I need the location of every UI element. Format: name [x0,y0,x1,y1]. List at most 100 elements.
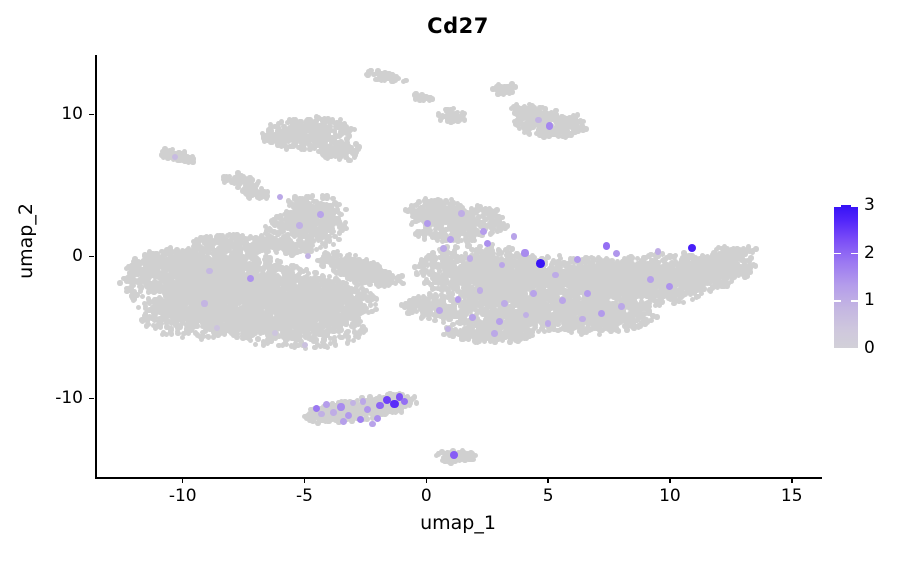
scatter-point-background [321,220,327,227]
scatter-point-background [337,282,343,288]
scatter-point-background [324,234,330,240]
scatter-point-background [199,286,205,292]
scatter-point-background [208,320,214,326]
scatter-point-background [281,265,287,272]
scatter-point-background [189,274,196,280]
scatter-point-background [162,270,168,277]
scatter-point-background [146,263,152,269]
x-axis-spine [95,477,822,479]
scatter-point-background [127,284,134,290]
scatter-point-background [153,296,159,303]
scatter-point-background [324,193,330,199]
scatter-point-background [139,293,146,300]
scatter-point-background [203,293,209,300]
scatter-point-background [239,278,245,285]
scatter-point-background [319,280,325,287]
scatter-point-background [278,308,285,314]
scatter-point-background [331,299,338,305]
scatter-point-background [160,329,166,335]
scatter-point-background [333,260,340,266]
scatter-point-background [244,300,250,306]
scatter-point-background [211,294,217,300]
scatter-point-background [200,271,206,277]
scatter-point-background [195,275,201,281]
scatter-point-background [337,303,343,309]
scatter-point-background [276,342,282,348]
scatter-point-background [347,303,353,310]
scatter-point-background [187,320,193,326]
scatter-point-background [134,292,140,298]
scatter-point-background [332,233,338,240]
plot-area [95,55,821,478]
scatter-point-background [317,320,324,326]
scatter-point-background [232,278,238,284]
scatter-point-background [261,340,268,346]
scatter-point-background [199,260,205,267]
scatter-point-background [212,304,218,310]
scatter-point-background [362,327,368,333]
scatter-point-background [240,264,246,270]
scatter-point-background [243,334,249,340]
y-axis-spine [95,55,97,479]
scatter-point-background [361,303,367,309]
scatter-point-background [286,280,292,286]
scatter-point-background [157,297,164,303]
scatter-point-background [145,296,152,302]
scatter-point-background [321,304,328,310]
scatter-point-background [268,338,274,345]
scatter-point-background [292,318,299,324]
scatter-point-background [316,295,323,301]
scatter-point-background [177,316,184,322]
scatter-point-background [322,343,328,349]
scatter-point-background [188,280,194,286]
scatter-point-background [145,314,151,321]
scatter-point-background [156,285,162,292]
scatter-point-background [192,285,198,292]
scatter-point-background [324,330,330,336]
scatter-point-background [306,335,312,342]
scatter-point-background [299,317,306,323]
scatter-point-background [342,294,348,301]
scatter-point-background [290,262,297,269]
scatter-point-background [221,312,228,318]
scatter-point-background [307,322,313,328]
scatter-point-background [271,283,277,289]
scatter-point-background [323,295,329,302]
scatter-point-background [300,284,306,290]
scatter-canvas [95,55,821,478]
scatter-point-background [183,306,190,312]
scatter-point-background [332,200,338,206]
scatter-point-background [305,270,311,277]
scatter-point-background [345,340,351,346]
scatter-point-background [156,263,162,270]
scatter-point-background [314,246,320,252]
scatter-point-background [202,317,209,323]
scatter-point-background [233,259,240,265]
scatter-point-background [234,334,240,340]
scatter-point-background [355,315,362,321]
scatter-point-background [253,269,260,275]
scatter-point-background [331,242,337,248]
scatter-point-background [264,264,271,270]
scatter-point-background [218,300,225,306]
scatter-point-background [188,250,195,256]
scatter-point-background [255,336,261,342]
scatter-point-background [134,279,141,285]
scatter-point-background [284,299,290,305]
scatter-point-background [309,193,315,199]
scatter-point-background [198,336,205,343]
scatter-point-background [352,323,358,329]
scatter-point-background [272,322,279,328]
scatter-point-background [332,268,338,275]
scatter-point-background [295,306,301,312]
scatter-point-background [151,300,158,307]
scatter-point-background [213,280,219,287]
scatter-point-background [337,323,343,329]
scatter-point-background [335,215,341,222]
scatter-point-background [297,199,303,205]
scatter-point-background [293,299,299,305]
scatter-point-background [272,263,278,269]
scatter-point-background [338,271,344,278]
scatter-point-background [301,303,308,309]
scatter-point-background [124,285,130,291]
